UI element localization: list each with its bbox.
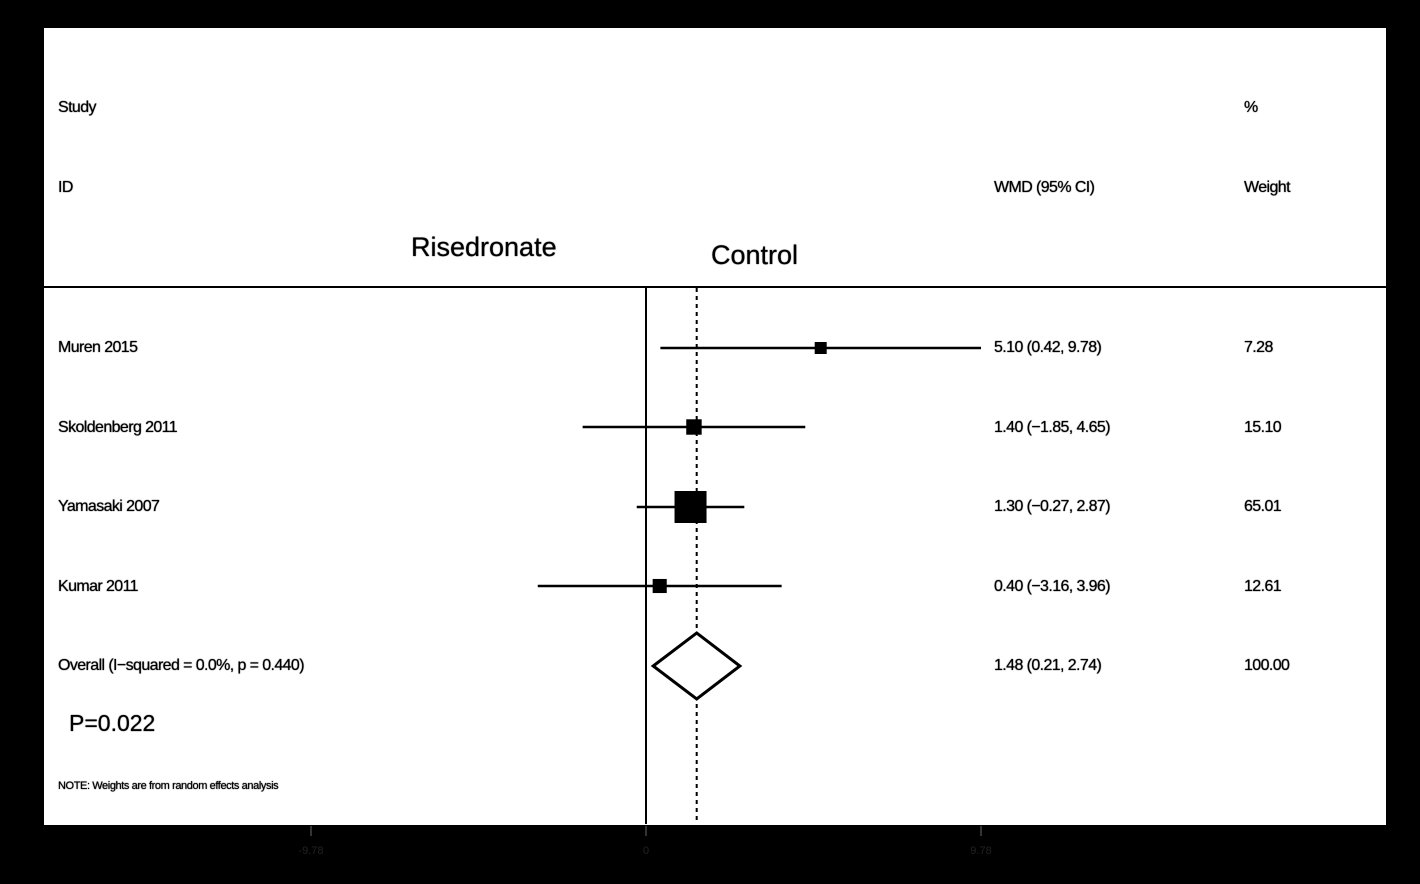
study-box [814,342,827,354]
study-ci: 0.40 (−3.16, 3.96) [994,578,1111,595]
study-box [686,419,702,435]
study-ci: 1.40 (−1.85, 4.65) [994,419,1111,436]
study-name: Skoldenberg 2011 [58,419,178,436]
header-weight: Weight [1244,179,1291,196]
study-box [652,578,667,594]
header-study: Study [58,99,97,116]
study-name: Muren 2015 [58,339,138,356]
study-box [674,491,707,523]
study-ci: 1.30 (−0.27, 2.87) [994,498,1111,515]
study-weight: 65.01 [1244,498,1282,515]
study-name: Kumar 2011 [58,578,139,595]
group-label-control: Control [711,240,799,270]
footnote: NOTE: Weights are from random effects an… [58,780,279,792]
overall-ci: 1.48 (0.21, 2.74) [994,657,1102,674]
x-axis-tick-label: -9.78 [298,845,323,857]
study-ci: 5.10 (0.42, 9.78) [994,339,1102,356]
study-weight: 7.28 [1244,339,1273,356]
study-weight: 15.10 [1244,419,1282,436]
x-axis-tick-label: 9.78 [970,845,991,857]
p-value: P=0.022 [69,710,156,736]
header-id: ID [58,179,73,196]
study-name: Yamasaki 2007 [58,498,160,515]
x-axis-tick-label: 0 [643,845,649,857]
header-percent: % [1244,99,1258,116]
header-wmd: WMD (95% CI) [994,179,1095,196]
group-label-risedronate: Risedronate [411,232,557,262]
overall-name: Overall (I−squared = 0.0%, p = 0.440) [58,657,305,674]
overall-diamond [650,631,743,701]
overall-weight: 100.00 [1244,657,1290,674]
study-weight: 12.61 [1244,578,1282,595]
